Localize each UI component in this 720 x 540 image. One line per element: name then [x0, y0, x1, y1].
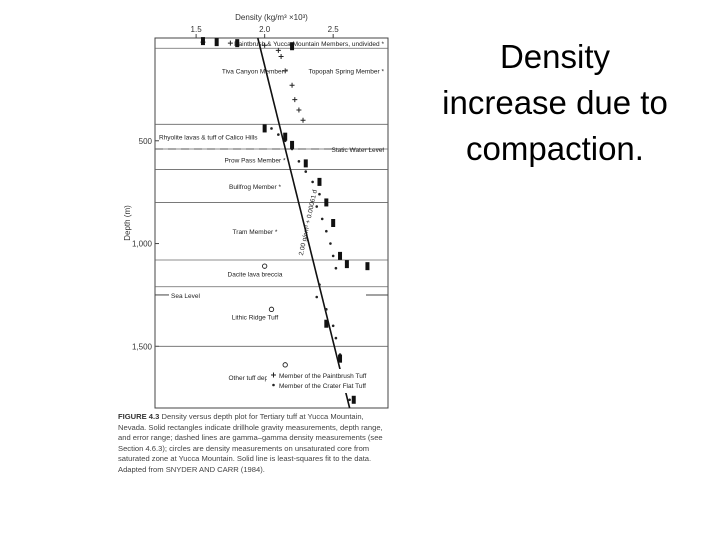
- gravity-measurement-point: [338, 354, 343, 363]
- fit-equation-label: 2.00 g/cm³ + 0.00061 d: [298, 189, 319, 256]
- gravity-measurement-point: [290, 42, 295, 51]
- slide-text-block: Density increase due to compaction.: [420, 34, 690, 172]
- legend-background: [267, 369, 386, 393]
- unit-label: Tram Member *: [233, 229, 278, 236]
- paintbrush-tuff-point: [227, 40, 233, 46]
- crater-flat-tuff-point: [311, 180, 314, 184]
- paintbrush-tuff-point: [282, 68, 288, 74]
- gravity-measurement-point: [365, 262, 370, 271]
- paintbrush-tuff-point: [300, 117, 306, 123]
- crater-flat-tuff-point: [320, 217, 324, 221]
- unit-label: Paintbrush & Yucca Mountain Members, und…: [234, 41, 384, 48]
- unit-label: Dacite lava breccia: [228, 271, 283, 278]
- x-axis-label: Density (kg/m³ ×10³): [235, 13, 308, 22]
- caption-label: FIGURE 4.3: [118, 412, 160, 421]
- gravity-measurement-point: [324, 198, 329, 207]
- x-tick-label: 2.5: [328, 25, 340, 34]
- crater-flat-tuff-point: [325, 308, 328, 311]
- core-density-point: [282, 362, 288, 368]
- gravity-measurement-point: [200, 37, 205, 46]
- paintbrush-tuff-point: [289, 82, 295, 88]
- density-depth-chart: Density (kg/m³ ×10³) 1.5 2.0 2.5 Depth (m) 50…: [123, 13, 389, 409]
- crater-flat-tuff-point: [304, 170, 308, 173]
- least-squares-fit-line: [257, 37, 351, 409]
- crater-flat-tuff-point: [277, 133, 280, 136]
- crater-flat-tuff-point: [318, 283, 321, 286]
- crater-flat-tuff-point: [348, 398, 351, 402]
- sea-level-label: Sea Level: [171, 293, 200, 300]
- slide-line-3: compaction.: [466, 130, 644, 167]
- unit-label: Rhyolite lavas & tuff of Calico Hills: [159, 135, 258, 142]
- gravity-measurement-point: [262, 124, 267, 133]
- caption-text: Density versus depth plot for Tertiary t…: [118, 412, 383, 474]
- slide-line-2: increase due to: [442, 84, 668, 121]
- slide-line-1: Density: [499, 38, 611, 75]
- core-density-point: [268, 306, 275, 312]
- gravity-measurement-point: [351, 395, 356, 404]
- x-tick-label: 2.0: [259, 25, 271, 34]
- crater-flat-tuff-point: [315, 295, 319, 299]
- gravity-measurement-point: [317, 177, 322, 186]
- gravity-measurement-point: [344, 260, 349, 269]
- crater-flat-tuff-point: [329, 242, 332, 245]
- paintbrush-tuff-point: [292, 97, 298, 103]
- crater-flat-tuff-point: [331, 324, 335, 328]
- crater-flat-tuff-point: [270, 127, 273, 130]
- gravity-measurement-point: [235, 39, 240, 48]
- legend-marker-dot: [272, 383, 275, 387]
- x-tick-label: 1.5: [191, 25, 203, 34]
- y-tick-label: 1,000: [132, 240, 153, 249]
- crater-flat-tuff-point: [297, 160, 301, 163]
- unit-label: Bullfrog Member *: [229, 184, 281, 191]
- unit-label: Tiva Canyon Member *: [222, 68, 289, 75]
- legend-marker-plus: [271, 372, 276, 378]
- gravity-measurement-point: [214, 38, 219, 47]
- static-water-level-label: Static Water Level: [331, 147, 384, 154]
- plot-frame: [154, 37, 389, 409]
- crater-flat-tuff-point: [318, 192, 321, 196]
- legend-entry: Member of the Crater Flat Tuff: [279, 383, 366, 390]
- crater-flat-tuff-point: [325, 229, 328, 233]
- paintbrush-tuff-point: [296, 107, 302, 113]
- paintbrush-tuff-point: [278, 54, 284, 59]
- unit-label: Prow Pass Member *: [224, 157, 286, 164]
- y-tick-label: 1,500: [132, 342, 153, 351]
- gravity-measurement-point: [303, 159, 308, 168]
- unit-label: Other tuff deposits: [229, 375, 283, 382]
- figure-caption: FIGURE 4.3 Density versus depth plot for…: [118, 412, 388, 475]
- density-depth-figure: Density (kg/m³ ×10³) 1.5 2.0 2.5 Depth (m) 50…: [100, 0, 400, 520]
- crater-flat-tuff-point: [331, 254, 335, 258]
- unit-label: Lithic Ridge Tuff: [232, 315, 279, 322]
- y-tick-label: 500: [139, 137, 153, 146]
- gravity-measurement-point: [290, 140, 295, 149]
- y-axis-label: Depth (m): [123, 205, 132, 241]
- gravity-measurement-point: [283, 132, 288, 141]
- paintbrush-tuff-point: [275, 47, 281, 53]
- crater-flat-tuff-point: [334, 266, 338, 270]
- gravity-measurement-point: [324, 319, 329, 328]
- gravity-measurement-point: [338, 251, 343, 260]
- unit-label: Topopah Spring Member *: [308, 68, 384, 75]
- gravity-measurement-point: [331, 219, 336, 227]
- legend-entry: Member of the Paintbrush Tuff: [279, 373, 367, 380]
- core-density-point: [261, 263, 268, 269]
- paintbrush-tuff-point: [262, 42, 268, 48]
- crater-flat-tuff-point: [334, 336, 338, 340]
- crater-flat-tuff-point: [315, 205, 319, 208]
